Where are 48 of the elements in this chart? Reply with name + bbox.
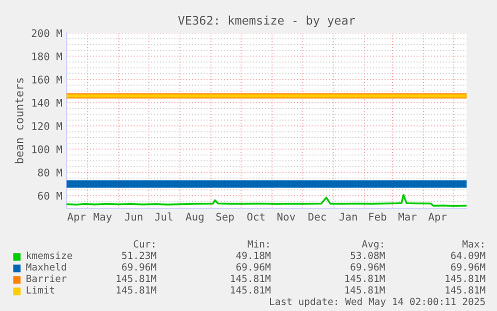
x-tick-label: Sep xyxy=(216,212,234,223)
text: 145.81M xyxy=(231,274,270,282)
x-tick-label: Nov xyxy=(277,212,296,221)
x-tick-label: Apr xyxy=(67,212,86,223)
y-tick-label: 120 M xyxy=(32,122,62,130)
y-tick-label: 200 M xyxy=(32,29,62,38)
x-tick-label: Jun xyxy=(124,212,142,221)
x-tick-label: May xyxy=(94,212,112,223)
y-tick-label: 160 M xyxy=(32,76,62,84)
x-tick-label: Aug xyxy=(186,212,204,223)
x-tick-label: Dec xyxy=(308,212,326,221)
x-tick-label: Jul xyxy=(155,212,172,221)
text: 51.23M xyxy=(122,252,156,260)
text: 145.81M xyxy=(345,274,385,282)
text: 145.81M xyxy=(116,274,156,282)
x-tick-label: Apr xyxy=(428,212,447,223)
y-tick-label: 140 M xyxy=(32,98,62,107)
legend-label: Barrier xyxy=(26,274,66,282)
text: Min: xyxy=(248,240,269,248)
y-tick-label: 60 M xyxy=(38,192,62,200)
text: 145.81M xyxy=(116,286,156,294)
text: 49.18M xyxy=(236,252,270,260)
text: 69.96M xyxy=(451,263,486,271)
text: 145.81M xyxy=(446,286,486,294)
y-tick-label: 180 M xyxy=(32,52,62,60)
x-tick-label: Jan xyxy=(340,212,357,221)
y-tick-label: 80 M xyxy=(38,168,62,176)
text: 69.96M xyxy=(236,263,270,271)
text: Last update: Wed May 14 02:00:11 2025 xyxy=(270,298,485,308)
y-axis-title: bean counters xyxy=(14,78,24,164)
text: 69.96M xyxy=(122,263,156,271)
legend-label: kmemsize xyxy=(26,252,72,260)
legend-label: Limit xyxy=(26,286,54,294)
text: 53.08M xyxy=(350,252,385,260)
x-tick-label: Feb xyxy=(369,212,386,221)
x-tick-label: Mar xyxy=(398,212,417,221)
text: Max: xyxy=(462,240,484,248)
text: 145.81M xyxy=(446,274,486,282)
text: Avg: xyxy=(362,240,383,250)
chart-title: VE362: kmemsize - by year xyxy=(178,16,356,28)
text: 145.81M xyxy=(231,286,270,294)
text: 64.09M xyxy=(451,252,486,260)
text: 145.81M xyxy=(345,286,385,294)
text: 69.96M xyxy=(350,263,385,271)
y-tick-label: 100 M xyxy=(32,145,62,154)
text: Cur: xyxy=(134,240,154,248)
legend-label: Maxheld xyxy=(26,263,66,271)
x-tick-label: Oct xyxy=(247,212,264,221)
